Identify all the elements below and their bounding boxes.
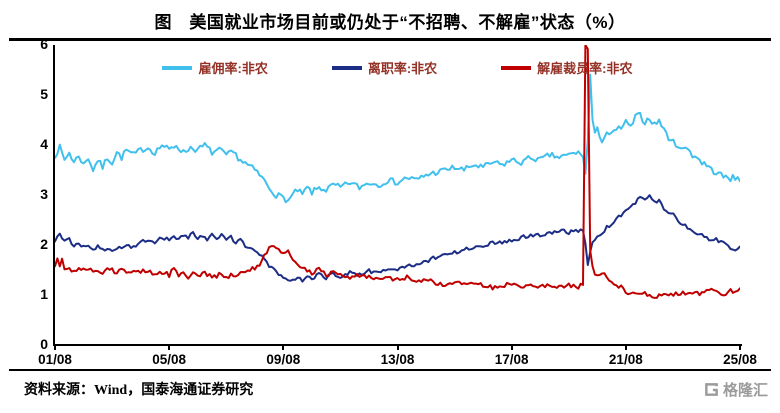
x-axis-line (53, 344, 742, 346)
chart-legend: 雇佣率:非农 离职率:非农 解雇裁员率:非农 (55, 58, 740, 77)
y-tick-label: 0 (40, 336, 48, 352)
footer-separator-rule (9, 369, 771, 371)
legend-label: 离职率:非农 (367, 61, 438, 76)
x-tick-mark (54, 346, 56, 350)
y-tick-label: 5 (40, 86, 48, 102)
x-tick-label: 01/08 (38, 352, 72, 367)
y-tick-label: 3 (40, 186, 48, 202)
legend-swatch (162, 65, 193, 70)
x-tick-label: 25/08 (723, 352, 757, 367)
x-tick-label: 09/08 (266, 352, 301, 367)
figure-title: 图 美国就业市场目前或仍处于“不招聘、不解雇”状态（%） (154, 13, 626, 32)
gelonghui-logo-icon (705, 383, 718, 396)
y-tick-label: 1 (40, 286, 48, 302)
x-tick-mark (624, 346, 627, 350)
x-tick-mark (739, 346, 741, 350)
legend-item: 雇佣率:非农 (162, 58, 268, 77)
x-tick-mark (282, 346, 285, 350)
legend-label: 解雇裁员率:非农 (537, 61, 633, 76)
x-tick-label: 05/08 (152, 352, 187, 367)
legend-swatch (501, 65, 532, 70)
x-tick-label: 13/08 (380, 352, 415, 367)
gelonghui-logo: 格隆汇 (704, 379, 768, 400)
legend-swatch (331, 65, 362, 70)
y-tick-label: 2 (40, 236, 48, 252)
chart-canvas (55, 45, 740, 299)
series-line-1 (55, 73, 740, 204)
x-tick-mark (396, 346, 399, 350)
data-source-text: 资料来源：Wind，国泰海通证券研究 (24, 383, 254, 398)
plot-area (55, 45, 740, 345)
series-line-3 (55, 45, 740, 299)
y-tick-label: 6 (40, 36, 48, 52)
legend-label: 雇佣率:非农 (198, 61, 268, 76)
x-tick-mark (510, 346, 513, 350)
series-line-2 (55, 194, 740, 283)
legend-item: 解雇裁员率:非农 (501, 58, 633, 77)
y-axis-line (53, 45, 55, 346)
title-separator-rule (9, 38, 771, 41)
y-tick-label: 4 (40, 136, 48, 152)
x-tick-label: 21/08 (608, 352, 643, 367)
x-tick-mark (168, 346, 171, 350)
legend-item: 离职率:非农 (331, 58, 438, 77)
gelonghui-logo-text: 格隆汇 (722, 382, 768, 399)
x-tick-label: 17/08 (494, 352, 529, 367)
